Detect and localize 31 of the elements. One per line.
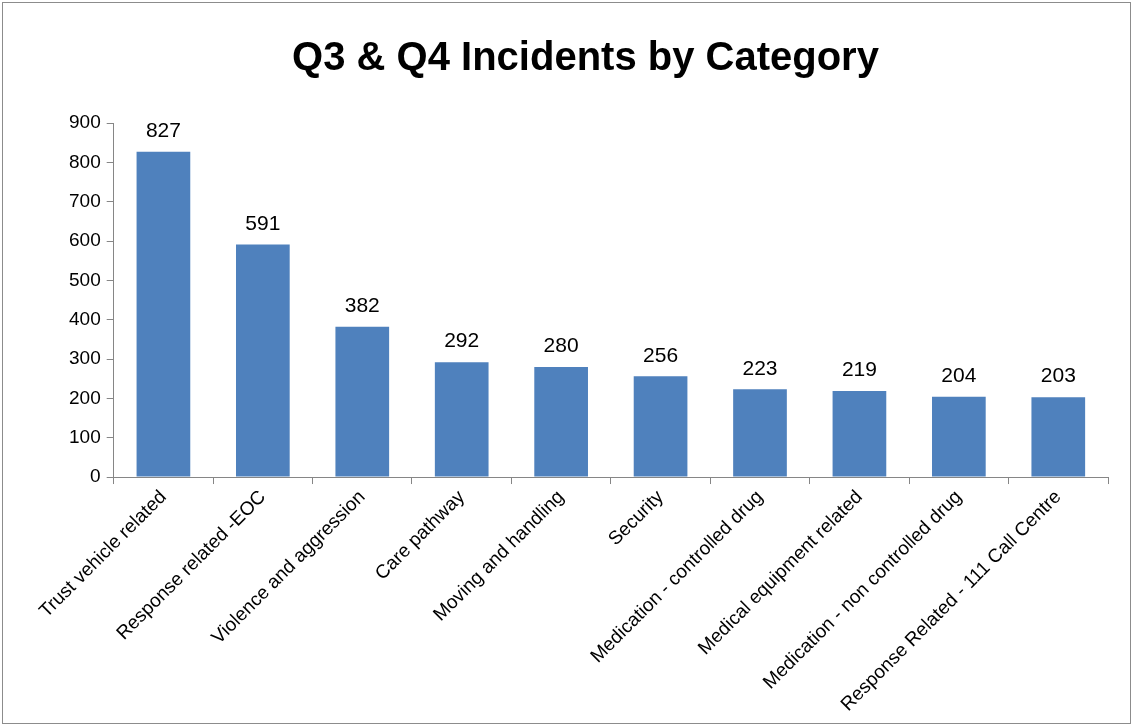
data-label: 827	[145, 118, 181, 142]
data-label: 204	[941, 363, 977, 387]
bar	[633, 376, 688, 477]
y-tick-label: 600	[69, 229, 101, 251]
y-tick-label: 200	[69, 386, 101, 408]
data-label: 256	[643, 342, 679, 366]
bar	[534, 366, 588, 477]
data-label: 591	[245, 210, 281, 234]
data-label: 223	[742, 355, 778, 379]
data-label: 219	[841, 357, 877, 381]
bar	[434, 362, 489, 477]
y-tick-label: 0	[90, 465, 101, 487]
y-tick-label: 100	[69, 425, 101, 447]
chart-title: Q3 & Q4 Incidents by Category	[292, 34, 880, 79]
bar	[335, 326, 390, 477]
data-label: 203	[1040, 363, 1076, 387]
data-label: 292	[444, 328, 480, 352]
y-tick-label: 500	[69, 268, 101, 290]
y-tick-label: 800	[69, 150, 101, 172]
y-tick-label: 700	[69, 189, 101, 211]
bar	[733, 389, 787, 477]
data-label: 280	[543, 333, 579, 357]
y-tick-label: 900	[69, 111, 101, 133]
bar	[136, 151, 191, 477]
bar	[832, 390, 887, 477]
y-tick-label: 400	[69, 307, 101, 329]
bar	[1031, 397, 1086, 477]
data-label: 382	[344, 293, 380, 317]
bar	[932, 396, 986, 477]
bar	[236, 244, 290, 477]
y-tick-label: 300	[69, 347, 101, 369]
